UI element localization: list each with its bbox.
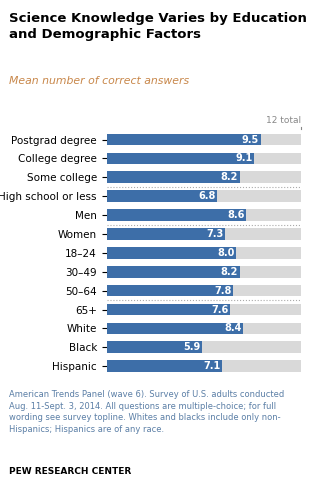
Text: 6.8: 6.8 [198, 191, 215, 201]
Bar [107, 153, 301, 164]
Bar [107, 247, 236, 259]
Bar [107, 191, 217, 202]
Bar [107, 134, 301, 145]
Text: 7.8: 7.8 [214, 286, 231, 296]
Text: 9.1: 9.1 [235, 154, 252, 164]
Bar [107, 341, 301, 353]
Bar [107, 153, 254, 164]
Text: 8.4: 8.4 [224, 324, 241, 333]
Bar [107, 285, 301, 297]
Bar [107, 360, 222, 372]
Bar [107, 134, 261, 145]
Text: 5.9: 5.9 [184, 342, 201, 352]
Bar [107, 360, 301, 372]
Text: Mean number of correct answers: Mean number of correct answers [9, 76, 189, 86]
Text: 8.6: 8.6 [227, 210, 244, 220]
Bar [107, 266, 239, 277]
Bar [107, 266, 301, 277]
Bar [107, 285, 233, 297]
Bar [107, 341, 202, 353]
Bar [107, 228, 225, 240]
Text: 7.1: 7.1 [203, 361, 220, 371]
Text: 8.2: 8.2 [221, 172, 238, 182]
Bar [107, 323, 243, 334]
Text: 8.0: 8.0 [218, 248, 235, 258]
Bar [107, 209, 246, 221]
Bar [107, 171, 239, 183]
Text: 7.6: 7.6 [211, 304, 228, 315]
Text: American Trends Panel (wave 6). Survey of U.S. adults conducted
Aug. 11-Sept. 3,: American Trends Panel (wave 6). Survey o… [9, 390, 285, 434]
Bar [107, 303, 230, 315]
Bar [107, 228, 301, 240]
Text: Science Knowledge Varies by Education
and Demographic Factors: Science Knowledge Varies by Education an… [9, 12, 307, 41]
Bar [107, 171, 301, 183]
Text: 9.5: 9.5 [242, 135, 259, 144]
Bar [107, 323, 301, 334]
Bar [107, 303, 301, 315]
Text: 8.2: 8.2 [221, 267, 238, 277]
Text: 12 total: 12 total [266, 116, 301, 125]
Bar [107, 209, 301, 221]
Bar [107, 247, 301, 259]
Text: 7.3: 7.3 [206, 229, 223, 239]
Bar [107, 191, 301, 202]
Text: PEW RESEARCH CENTER: PEW RESEARCH CENTER [9, 467, 132, 476]
